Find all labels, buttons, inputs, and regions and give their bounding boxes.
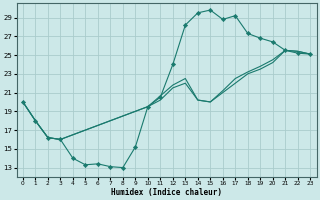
X-axis label: Humidex (Indice chaleur): Humidex (Indice chaleur) [111, 188, 222, 197]
